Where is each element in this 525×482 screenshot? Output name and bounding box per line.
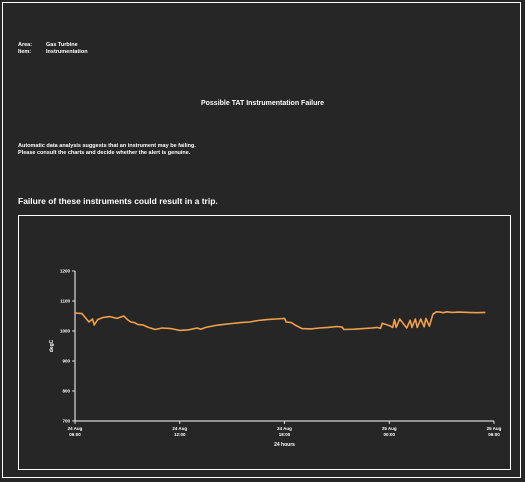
alert-title: Possible TAT Instrumentation Failure — [200, 100, 325, 107]
y-tick-label: 1100 — [60, 299, 70, 304]
area-value: Gas Turbine — [46, 42, 78, 48]
area-row: Area: Gas Turbine — [18, 42, 88, 49]
chart-panel: 700 800 900 1000 1100 1200 24 Aug 06:00 24 Aug 12… — [18, 215, 511, 470]
x-tick-label: 25 Aug — [382, 426, 397, 431]
description-line-2: Please consult the charts and decide whe… — [18, 150, 191, 156]
description-line-1: Automatic data analysis suggests that an… — [18, 143, 196, 149]
item-label: Item: — [18, 49, 32, 55]
item-value: Instrumentation — [46, 49, 88, 55]
item-row: Item: Instrumentation — [18, 49, 88, 56]
x-tick-label: 24 Aug — [68, 426, 83, 431]
y-tick-label: 1000 — [60, 329, 71, 334]
trip-warning: Failure of these instruments could resul… — [18, 196, 218, 206]
x-tick-label: 00:00 — [383, 432, 395, 437]
y-tick-label: 800 — [62, 389, 70, 394]
report-frame — [2, 2, 521, 478]
x-tick-label: 06:00 — [488, 432, 500, 437]
series-line — [74, 311, 486, 332]
x-tick-label: 24 Aug — [277, 426, 292, 431]
y-axis-title: degC — [49, 339, 55, 352]
y-tick-label: 900 — [62, 359, 70, 364]
y-tick-label: 1200 — [60, 269, 71, 274]
area-label: Area: — [18, 42, 33, 48]
x-tick-label: 25 Aug — [487, 426, 502, 431]
alert-description: Automatic data analysis suggests that an… — [18, 143, 196, 157]
x-tick-label: 18:00 — [279, 432, 291, 437]
x-axis-title: 24 hours — [274, 442, 295, 448]
x-tick-label: 12:00 — [174, 432, 186, 437]
x-tick-label: 24 Aug — [172, 426, 187, 431]
x-tick-label: 06:00 — [69, 432, 81, 437]
alert-meta: Area: Gas Turbine Item: Instrumentation — [18, 42, 88, 56]
y-tick-label: 700 — [62, 419, 70, 424]
